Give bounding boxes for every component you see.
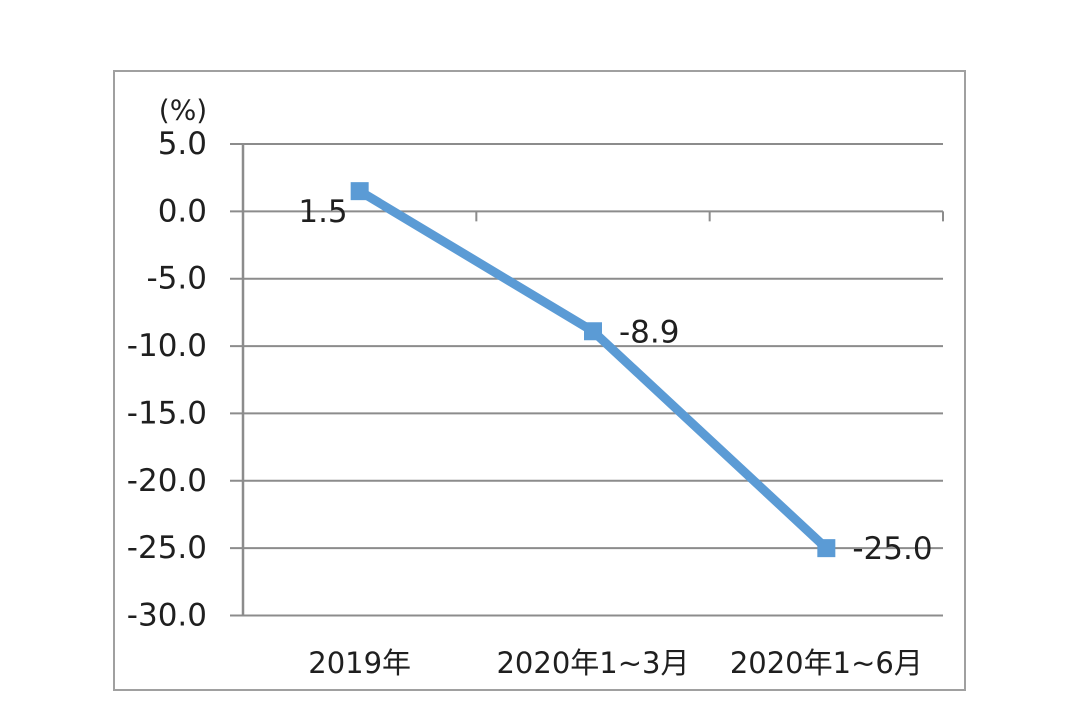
- series-line: [357, 187, 830, 552]
- x-category-label: 2020年1~3月: [496, 646, 689, 680]
- y-axis-unit-label: (%): [159, 94, 207, 127]
- line-chart: 5.0 0.0 -5.0 -10.0 -15.0 -20.0 -25.0 -30.0 (%) 20…: [127, 94, 944, 680]
- chart-frame: 5.0 0.0 -5.0 -10.0 -15.0 -20.0 -25.0 -30.0 (%) 20…: [113, 70, 966, 691]
- x-category-label: 2019年: [308, 646, 411, 680]
- data-point-label: -25.0: [852, 531, 932, 567]
- y-tick-label: -20.0: [127, 463, 207, 499]
- data-point-marker: [584, 322, 602, 341]
- data-point-label: 1.5: [298, 194, 347, 230]
- data-point-marker: [817, 539, 836, 558]
- y-tick-label: -25.0: [127, 530, 207, 566]
- x-category-label: 2020年1~6月: [730, 646, 923, 680]
- y-tick-label: -10.0: [127, 328, 207, 364]
- y-tick-label: -15.0: [127, 395, 207, 431]
- y-tick-label: -30.0: [127, 598, 207, 634]
- y-tick-label: 0.0: [158, 193, 207, 229]
- y-tick-label: -5.0: [147, 261, 208, 297]
- data-point-label: -8.9: [619, 314, 680, 350]
- y-tick-label: 5.0: [158, 126, 207, 162]
- data-point-marker: [350, 182, 369, 201]
